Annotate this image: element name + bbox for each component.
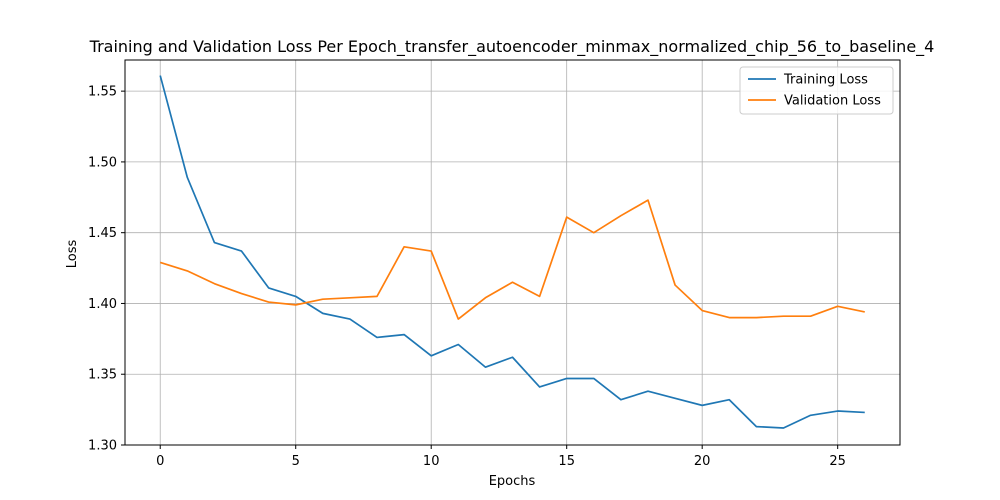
x-tick-label: 15 (558, 454, 575, 469)
y-tick-label: 1.50 (88, 155, 117, 170)
x-tick-label: 25 (829, 454, 846, 469)
y-axis-label: Loss (65, 240, 80, 269)
y-tick-label: 1.40 (88, 297, 117, 312)
x-tick-label: 10 (423, 454, 440, 469)
legend: Training Loss Validation Loss (739, 66, 894, 115)
y-tick-label: 1.30 (88, 439, 117, 454)
chart-title: Training and Validation Loss Per Epoch_t… (89, 37, 935, 57)
validation-loss-line (159, 199, 865, 320)
x-tick-label: 20 (694, 454, 711, 469)
x-tick-label: 0 (156, 454, 164, 469)
legend-label-validation-loss: Validation Loss (784, 94, 881, 109)
legend-label-training-loss: Training Loss (783, 73, 868, 88)
legend-box (739, 66, 894, 115)
y-tick-label: 1.45 (88, 226, 117, 241)
y-tick-label: 1.35 (88, 368, 117, 383)
training-loss-line (159, 75, 865, 429)
x-axis-label: Epochs (489, 474, 536, 489)
plot-area-frame (124, 59, 901, 446)
x-tick-label: 5 (292, 454, 300, 469)
y-tick-label: 1.55 (88, 85, 117, 100)
axis-ticks: 0 5 10 15 20 25 1.30 1.35 1.40 1.45 1.50 1.55 (88, 85, 846, 469)
series-lines (159, 75, 865, 429)
grid (125, 60, 900, 446)
